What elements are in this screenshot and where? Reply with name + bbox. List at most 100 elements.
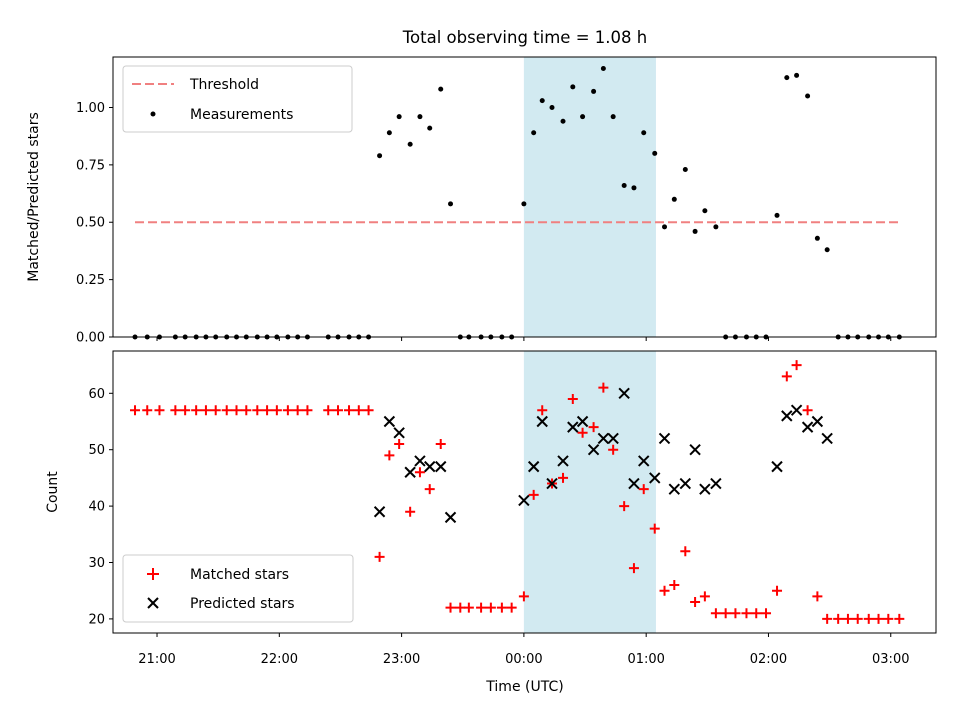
y-tick-label: 0.00 — [76, 331, 105, 346]
matched-point — [894, 613, 905, 624]
matched-point — [638, 484, 649, 495]
measurement-point — [713, 224, 719, 230]
matched-point — [791, 360, 802, 371]
matched-point — [170, 405, 181, 416]
measurement-point — [549, 104, 555, 110]
x-tick-label: 22:00 — [261, 652, 298, 667]
matched-point — [506, 602, 517, 613]
matched-point — [558, 472, 569, 483]
y-tick-label: 60 — [88, 387, 105, 402]
matched-point — [191, 405, 202, 416]
y-tick-label: 1.00 — [76, 101, 105, 116]
measurement-point — [377, 153, 383, 159]
top-y-ticks: 0.00 0.25 0.50 0.75 1.00 — [76, 101, 113, 346]
predicted-point — [699, 483, 711, 495]
top-shaded-interval — [523, 57, 656, 337]
measurement-point — [591, 88, 597, 94]
matched-points — [130, 360, 905, 624]
matched-point — [781, 371, 792, 382]
matched-point — [699, 591, 710, 602]
bottom-legend-frame — [122, 554, 354, 623]
measurement-point — [417, 114, 423, 120]
matched-point — [424, 484, 435, 495]
matched-point — [680, 546, 691, 557]
matched-point — [751, 608, 762, 619]
x-tick-label: 00:00 — [505, 652, 542, 667]
matched-point — [292, 405, 303, 416]
y-tick-label: 30 — [88, 556, 105, 571]
predicted-point — [638, 455, 650, 467]
measurement-point — [580, 114, 586, 120]
matched-point — [221, 405, 232, 416]
matched-point — [130, 405, 141, 416]
matched-point — [863, 613, 874, 624]
predicted-point — [587, 443, 600, 456]
matched-point — [518, 591, 529, 602]
x-tick-label: 23:00 — [383, 652, 420, 667]
predicted-points — [373, 387, 833, 524]
measurement-point — [610, 114, 616, 120]
matched-point — [690, 596, 701, 607]
bottom-y-axis-label: Count — [45, 471, 61, 513]
bottom-legend: Matched stars Predicted stars — [122, 554, 354, 623]
y-tick-label: 40 — [88, 500, 105, 515]
predicted-point — [710, 477, 722, 490]
predicted-point — [801, 421, 814, 433]
top-panel: 0.00 0.25 0.50 0.75 1.00 Matched/Predicted s… — [26, 56, 937, 346]
matched-point — [772, 585, 783, 596]
predicted-point — [649, 472, 661, 484]
predicted-point — [404, 466, 416, 478]
matched-point — [598, 382, 609, 393]
matched-point — [282, 405, 293, 416]
predicted-point — [597, 432, 610, 445]
predicted-point — [658, 432, 671, 445]
bottom-y-ticks: 20 30 40 50 60 — [88, 387, 113, 627]
predicted-point — [811, 415, 824, 428]
matched-point — [414, 467, 425, 478]
top-x-ticks — [156, 337, 892, 341]
measurement-point — [814, 235, 820, 241]
matched-point — [761, 608, 772, 619]
measurement-point — [794, 72, 800, 78]
predicted-point — [628, 477, 640, 490]
matched-point — [463, 602, 474, 613]
matched-point — [394, 439, 405, 450]
predicted-point — [790, 404, 803, 416]
predicted-point — [414, 455, 426, 467]
x-tick-label: 01:00 — [627, 652, 664, 667]
predicted-point — [518, 494, 530, 507]
x-tick-label: 21:00 — [138, 652, 175, 667]
measurement-point — [600, 65, 606, 71]
predicted-point — [781, 410, 793, 422]
legend-matched-label: Matched stars — [190, 567, 289, 583]
legend-matched-swatch — [147, 568, 159, 580]
matched-point — [730, 608, 741, 619]
top-legend-frame — [122, 65, 353, 133]
matched-point — [883, 613, 894, 624]
measurement-point — [570, 84, 576, 90]
measurement-point — [386, 130, 392, 136]
predicted-point — [557, 455, 569, 467]
matched-point — [252, 405, 263, 416]
measurement-point — [692, 228, 698, 234]
bottom-x-ticks: 21:00 22:00 23:00 00:00 01:00 02:00 03:00 — [138, 633, 909, 667]
legend-predicted-label: Predicted stars — [190, 596, 295, 612]
measurement-point — [521, 201, 527, 207]
top-y-axis-label: Matched/Predicted stars — [26, 112, 42, 282]
matched-point — [323, 405, 334, 416]
matched-point — [200, 405, 211, 416]
predicted-point — [546, 477, 558, 490]
predicted-point — [435, 460, 447, 473]
predicted-point — [771, 460, 783, 473]
bottom-panel: 20 30 40 50 60 21:00 22:00 23:00 00:00 01:00 02:0… — [45, 350, 937, 695]
matched-point — [262, 405, 273, 416]
matched-point — [659, 585, 670, 596]
measurement-point — [621, 183, 627, 189]
legend-measurements-label: Measurements — [190, 107, 293, 123]
matched-point — [822, 613, 833, 624]
predicted-point — [536, 415, 548, 428]
measurement-point — [824, 247, 830, 253]
x-tick-label: 03:00 — [872, 652, 909, 667]
legend-predicted-swatch — [147, 597, 159, 609]
matched-point — [741, 608, 752, 619]
